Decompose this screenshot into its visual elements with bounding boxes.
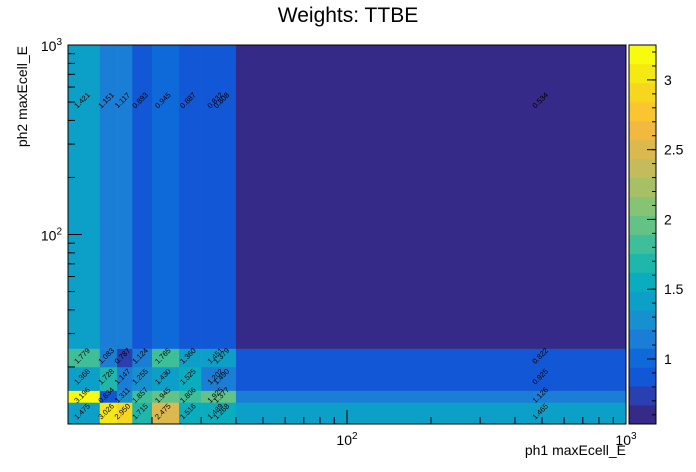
- colorbar-swatch: [629, 139, 656, 160]
- heatmap-cell: [201, 366, 237, 391]
- heatmap-cell: [151, 402, 180, 425]
- heatmap-cell: [235, 348, 627, 368]
- heatmap-cell: [132, 45, 153, 349]
- heatmap-cell: [117, 45, 133, 349]
- colorbar-swatch: [629, 82, 656, 103]
- heatmap-cell: [117, 366, 133, 391]
- heatmap-cell: [99, 366, 118, 391]
- colorbar-swatch: [629, 386, 656, 406]
- heatmap-cell: [68, 348, 101, 368]
- colorbar-swatch: [629, 196, 656, 216]
- colorbar-swatch: [629, 405, 656, 425]
- colorbar-swatch: [629, 45, 656, 65]
- heatmap-cell: [117, 390, 133, 403]
- heatmap-cell: [201, 348, 237, 368]
- heatmap-cell: [68, 45, 101, 349]
- colorbar-swatch: [629, 367, 656, 387]
- heatmap-cell: [151, 366, 180, 391]
- colorbar-swatch: [629, 158, 656, 179]
- y-axis-label: ph2 maxEcell_E: [14, 46, 30, 147]
- colorbar-swatch: [629, 348, 656, 368]
- colorbar-tick-label: 1.5: [664, 281, 684, 297]
- chart-title: Weights: TTBE: [278, 4, 418, 27]
- heatmap-cell: [132, 390, 153, 403]
- axis-ticks: [67, 44, 627, 425]
- heatmap-cell: [179, 402, 202, 425]
- x-axis-label: ph1 maxEcell_E: [525, 442, 626, 458]
- heatmap-cell: [151, 390, 180, 403]
- heatmap-cell: [68, 402, 101, 425]
- heatmap-cell: [179, 45, 202, 349]
- colorbar-swatch: [629, 329, 656, 349]
- colorbar-swatch: [629, 253, 656, 273]
- colorbar-tick-label: 2: [664, 211, 672, 227]
- colorbar-tick-label: 3: [664, 72, 672, 88]
- heatmap-cell: [99, 45, 118, 349]
- x-tick-label: 102: [336, 431, 358, 448]
- colorbar-tick-label: 2.5: [664, 142, 684, 158]
- heatmap-cell: [151, 45, 180, 349]
- heatmap-cell: [68, 390, 101, 403]
- colorbar-swatch: [629, 310, 656, 330]
- heatmap-cell: [132, 348, 153, 368]
- heatmap-cell: [151, 348, 180, 368]
- heatmap-cell: [132, 366, 153, 391]
- axis-tick-labels: 102 103 102 103: [41, 37, 637, 448]
- heatmap-cell: [235, 366, 627, 391]
- heatmap-cell: [179, 390, 202, 403]
- heatmap-cell: [201, 45, 237, 349]
- heatmap-cell: [99, 348, 118, 368]
- colorbar-swatch: [629, 120, 656, 141]
- heatmap-cell: [201, 402, 237, 425]
- y-tick-label: 102: [41, 227, 63, 244]
- colorbar-swatch: [629, 272, 656, 292]
- heatmap-cell: [99, 390, 118, 403]
- colorbar-swatch: [629, 101, 656, 122]
- heatmap-cell: [132, 402, 153, 425]
- colorbar-ticks: 1 1.5 2 2.5 3: [647, 51, 684, 416]
- x-tick-label: 103: [615, 431, 637, 448]
- colorbar-swatch: [629, 215, 656, 235]
- colorbar-frame: [628, 44, 657, 425]
- heatmap-cell: [235, 402, 627, 425]
- heatmap-cell: [179, 366, 202, 391]
- colorbar-swatch: [629, 63, 656, 84]
- heatmap-cell: [235, 45, 627, 349]
- colorbar-swatch: [629, 177, 656, 197]
- y-tick-label: 103: [41, 37, 63, 54]
- heatmap-cell: [201, 390, 237, 403]
- colorbar-tick-label: 1: [664, 351, 672, 367]
- colorbar-swatch: [629, 291, 656, 311]
- heatmap-cell: [179, 348, 202, 368]
- colorbar: [628, 44, 657, 425]
- heatmap-cells: [68, 45, 627, 425]
- colorbar-swatch: [629, 234, 656, 254]
- heatmap-cell: [235, 390, 627, 403]
- heatmap-cell: [117, 402, 133, 425]
- heatmap-cell: [117, 348, 133, 368]
- heatmap-cell: [99, 402, 118, 425]
- heatmap-cell: [68, 366, 101, 391]
